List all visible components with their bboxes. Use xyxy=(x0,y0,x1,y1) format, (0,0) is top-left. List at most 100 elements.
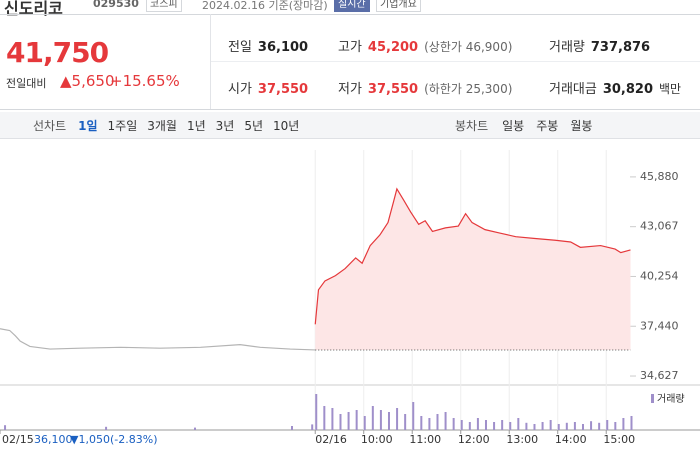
volume-bar xyxy=(614,422,617,430)
stat-value: 30,820 xyxy=(602,82,654,97)
stat-note: (하한가 25,300) xyxy=(424,82,513,96)
stat-label: 거래대금 xyxy=(549,82,597,97)
candle-tab[interactable]: 일봉 xyxy=(502,119,525,133)
price-line xyxy=(314,187,631,325)
volume-bar xyxy=(630,416,633,430)
period-tab[interactable]: 1일 xyxy=(78,119,98,133)
period-tab[interactable]: 1주일 xyxy=(107,119,138,133)
stat-unit: 백만 xyxy=(659,82,682,96)
area xyxy=(315,188,631,350)
x-tick-label: 13:00 xyxy=(506,433,538,446)
volume-bar xyxy=(323,406,326,430)
volume-bar xyxy=(460,420,463,430)
stat: 거래량 737,876 xyxy=(549,36,656,55)
stat-note: (상한가 46,900) xyxy=(424,40,513,54)
period-tab[interactable]: 3개월 xyxy=(147,119,177,133)
volume-bar xyxy=(525,422,528,430)
candle-tab[interactable]: 주봉 xyxy=(536,119,559,133)
volume-bar xyxy=(557,424,560,430)
change: 5,650 xyxy=(60,72,115,90)
volume-bar xyxy=(509,422,512,430)
volume-bar xyxy=(573,422,576,430)
stat: 거래대금 30,820 백만 xyxy=(549,78,681,97)
stat-label: 거래량 xyxy=(549,40,585,55)
volume-bar xyxy=(355,410,358,430)
company[interactable]: 기업개요 xyxy=(376,0,421,12)
stat-label: 시가 xyxy=(228,82,252,97)
footer-change: 1,050 xyxy=(70,433,110,446)
market: 코스피 xyxy=(146,0,182,12)
volume-bar xyxy=(4,425,7,430)
volume-bar xyxy=(517,418,520,430)
volume-bar xyxy=(581,424,584,430)
volume-bar xyxy=(339,414,342,430)
period-tab[interactable]: 10년 xyxy=(273,119,300,133)
realtime[interactable]: 실시간 xyxy=(334,0,370,12)
current-price: 41,750 xyxy=(6,36,109,69)
volume-bar xyxy=(541,422,544,430)
stat: 고가 45,200 (상한가 46,900) xyxy=(338,36,512,55)
footer-price: 36,100 xyxy=(34,433,73,446)
change-label: 전일대비 xyxy=(6,77,47,90)
period-tab[interactable]: 1년 xyxy=(186,119,206,133)
stat-value: 37,550 xyxy=(367,82,419,97)
volume-bar xyxy=(444,412,447,430)
volume-bar xyxy=(387,412,390,430)
stat-value: 37,550 xyxy=(257,82,309,97)
date: 2024.02.16 기준(장마감) xyxy=(202,0,328,12)
stat-label: 전일 xyxy=(228,40,252,55)
volume-bar xyxy=(590,421,593,430)
legend-swatch xyxy=(651,394,654,403)
stat-label: 고가 xyxy=(338,40,362,55)
volume-bar xyxy=(363,416,366,430)
x-tick-label: 15:00 xyxy=(603,433,635,446)
volume-bar xyxy=(436,414,439,430)
summary-panel xyxy=(0,14,700,110)
y-tick-label: 34,627 xyxy=(640,369,679,382)
stat: 시가 37,550 xyxy=(228,78,314,97)
x-tick-label: 14:00 xyxy=(555,433,587,446)
volume-bar xyxy=(484,420,487,430)
period-tab[interactable]: 3년 xyxy=(215,119,235,133)
volume-bar xyxy=(347,412,350,430)
volume-bar xyxy=(452,418,455,430)
volume-bar xyxy=(420,416,423,430)
stat: 저가 37,550 (하한가 25,300) xyxy=(338,78,512,97)
tab-label: 선차트 xyxy=(33,119,67,133)
x-tick-label: 10:00 xyxy=(361,433,393,446)
volume-bar xyxy=(501,420,504,430)
tab-bar xyxy=(0,112,700,139)
volume-bar xyxy=(371,406,374,430)
y-tick-label: 45,880 xyxy=(640,170,679,183)
volume-bar xyxy=(468,422,471,430)
x-tick-label: 11:00 xyxy=(409,433,441,446)
volume-bar xyxy=(533,424,536,430)
divider xyxy=(211,61,700,62)
stat-label: 저가 xyxy=(338,82,362,97)
volume-bar xyxy=(379,410,382,430)
stat: 전일 36,100 xyxy=(228,36,314,55)
stock-name: 신도리코 xyxy=(4,0,63,18)
volume-bar xyxy=(193,427,196,430)
volume-bar xyxy=(412,402,415,430)
price-line xyxy=(0,328,316,351)
candle-tab[interactable]: 월봉 xyxy=(570,119,593,133)
volume-bar xyxy=(476,418,479,430)
volume-bar xyxy=(549,420,552,430)
footer-date: 02/15 xyxy=(2,433,34,446)
stock-code: 029530 xyxy=(93,0,139,10)
x-tick-label: 02/16 xyxy=(315,433,347,446)
tab-label: 봉차트 xyxy=(455,119,489,133)
candle-tabs: 봉차트 일봉 주봉 월봉 xyxy=(455,117,604,134)
volume-bar xyxy=(315,394,318,430)
divider xyxy=(210,14,211,109)
period-tab[interactable]: 5년 xyxy=(244,119,264,133)
period-tabs: 선차트 1일 1주일 3개월 1년 3년 5년 10년 xyxy=(33,117,309,134)
stat-value: 737,876 xyxy=(590,40,651,55)
volume-bar xyxy=(105,426,108,430)
volume-bar xyxy=(290,426,293,430)
stat-value: 45,200 xyxy=(367,40,419,55)
volume-bar xyxy=(404,414,407,430)
volume-bar xyxy=(331,408,334,430)
